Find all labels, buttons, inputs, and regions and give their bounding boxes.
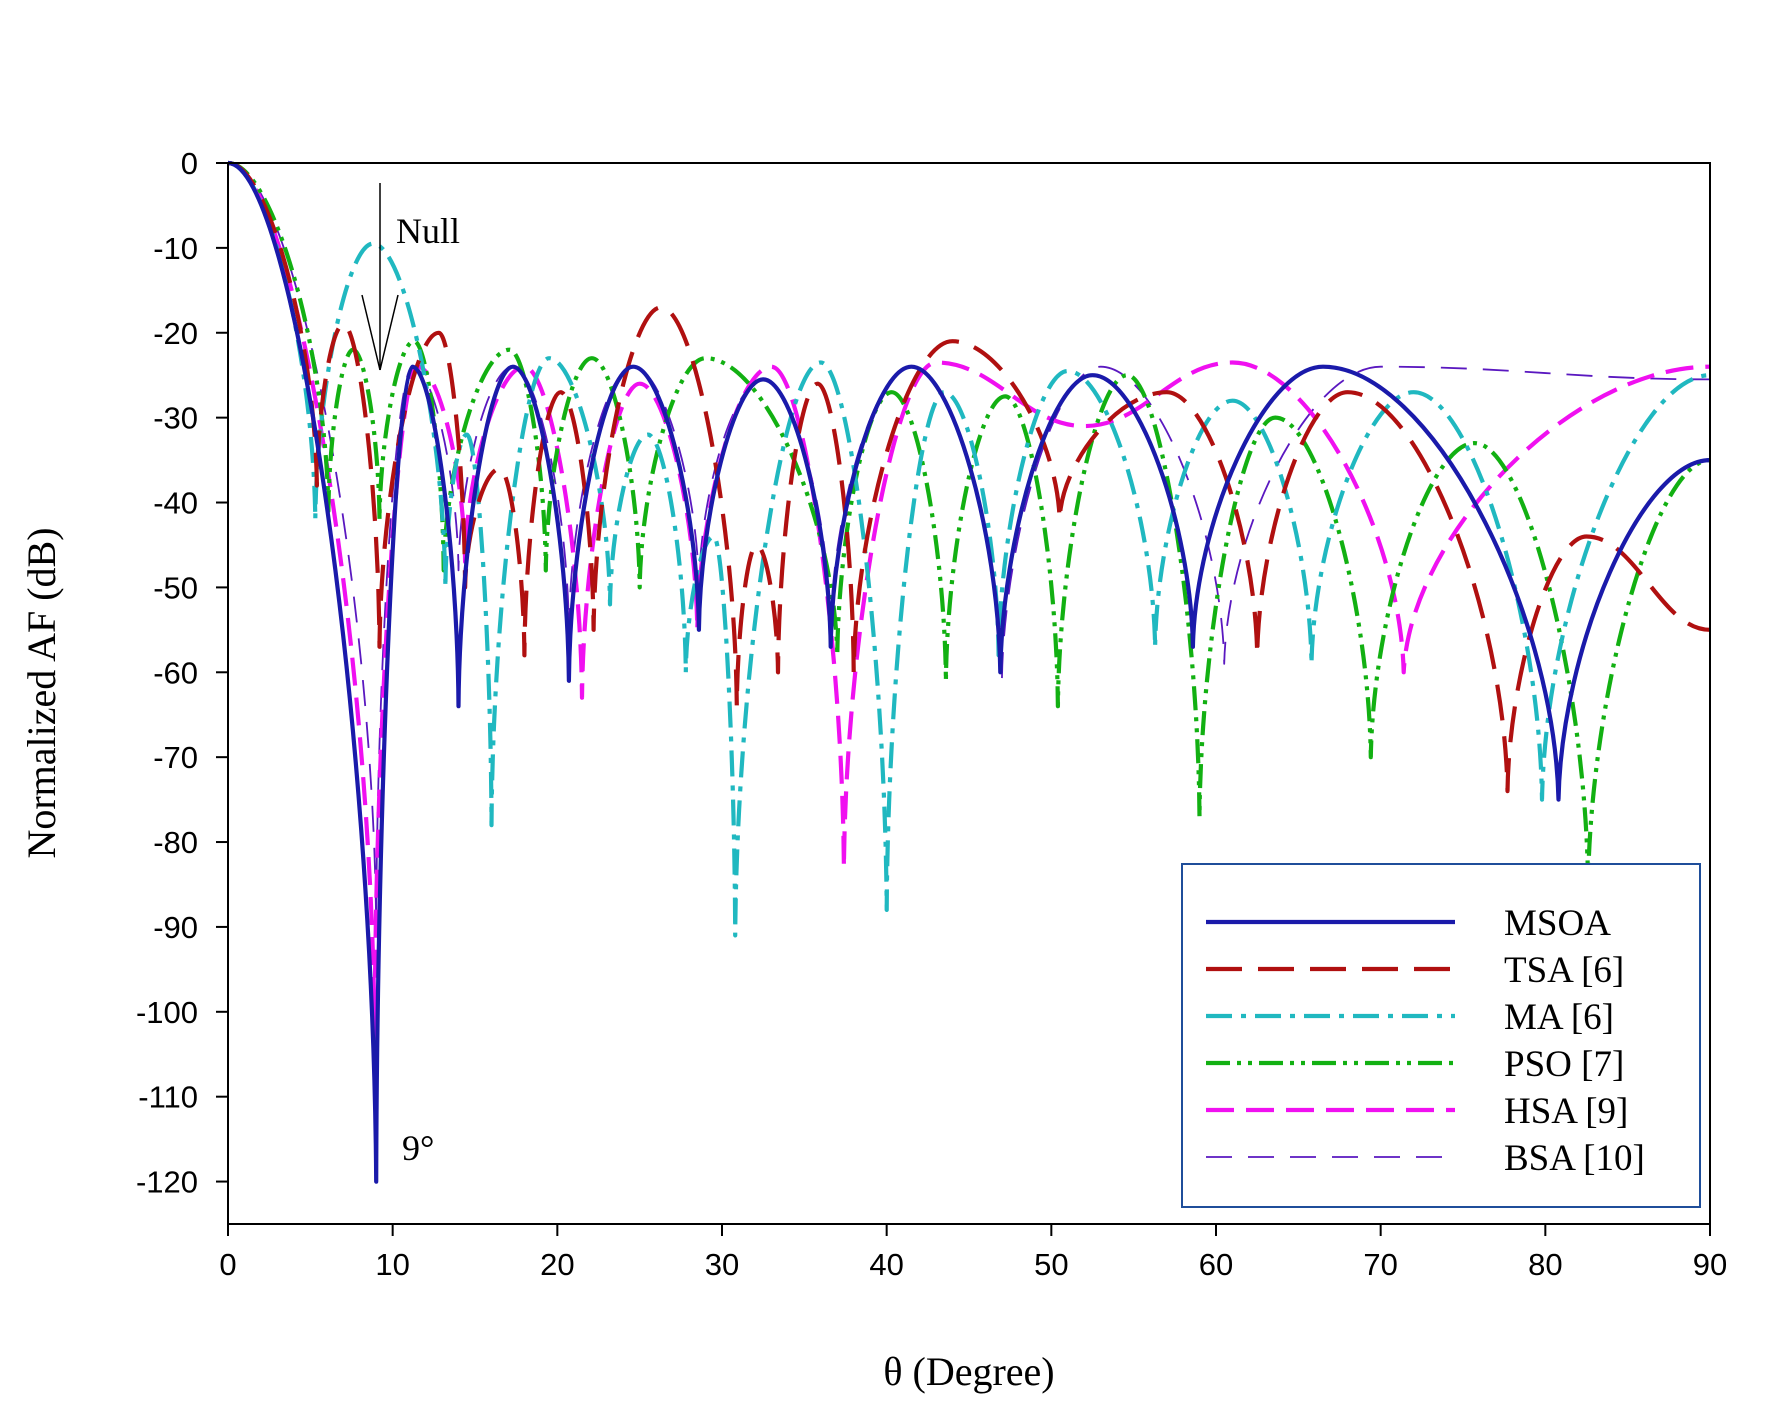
series-line-tsa: [227, 160, 1711, 794]
series-line-msoa: [227, 160, 1711, 1184]
y-tick-label: -70: [153, 740, 198, 775]
legend-items: MSOA TSA [6] MA [6] PSO [7] HSA [9] BSA [10]: [1206, 903, 1645, 1179]
angle-annotation: 9°: [402, 1128, 434, 1168]
y-tick-label: -90: [153, 910, 198, 945]
x-tick-label: 0: [219, 1247, 236, 1282]
y-tick-label: -110: [138, 1080, 198, 1115]
y-tick-label: -60: [153, 655, 198, 690]
y-axis-title: Normalized AF (dB): [19, 527, 64, 858]
x-tick-label: 70: [1363, 1247, 1397, 1282]
y-tick-label: -50: [153, 570, 198, 605]
plot-frame: [227, 162, 1711, 1225]
x-tick-label: 40: [869, 1247, 903, 1282]
legend-label: MSOA: [1504, 903, 1611, 944]
legend-label: BSA [10]: [1504, 1138, 1645, 1179]
null-annotation: Null: [396, 211, 460, 251]
y-tick-label: -30: [153, 401, 198, 436]
legend-label: HSA [9]: [1504, 1091, 1628, 1132]
x-tick-label: 10: [375, 1247, 409, 1282]
x-tick-label: 60: [1199, 1247, 1233, 1282]
x-axis: 0 10 20 30 40 50 60 70 80 90: [219, 1224, 1727, 1282]
legend-label: MA [6]: [1504, 997, 1614, 1038]
null-arrow-head-left: [361, 294, 381, 371]
x-tick-label: 50: [1034, 1247, 1068, 1282]
y-tick-label: -10: [153, 231, 198, 266]
series-line-ma: [227, 160, 1711, 938]
legend-label: TSA [6]: [1504, 950, 1624, 991]
y-tick-label: -20: [153, 316, 198, 351]
y-tick-label: 0: [181, 146, 198, 181]
x-tick-label: 30: [705, 1247, 739, 1282]
y-tick-label: -120: [136, 1165, 198, 1200]
series-line-pso: [227, 160, 1711, 887]
y-tick-label: -100: [136, 995, 198, 1030]
y-axis: 0 -10 -20 -30 -40 -50 -60 -70 -80 -90 -100 -110 -120: [136, 146, 228, 1200]
legend-label: PSO [7]: [1504, 1044, 1624, 1085]
y-tick-label: -40: [153, 486, 198, 521]
legend: MSOA TSA [6] MA [6] PSO [7] HSA [9] BSA [10]: [1181, 863, 1701, 1208]
annotations: Null 9°: [361, 183, 460, 1168]
series-layer: [227, 160, 1711, 1184]
x-axis-title: θ (Degree): [883, 1349, 1054, 1394]
x-tick-label: 80: [1528, 1247, 1562, 1282]
x-tick-label: 90: [1693, 1247, 1727, 1282]
y-tick-label: -80: [153, 825, 198, 860]
x-tick-label: 20: [540, 1247, 574, 1282]
null-arrow-head-right: [379, 294, 399, 371]
